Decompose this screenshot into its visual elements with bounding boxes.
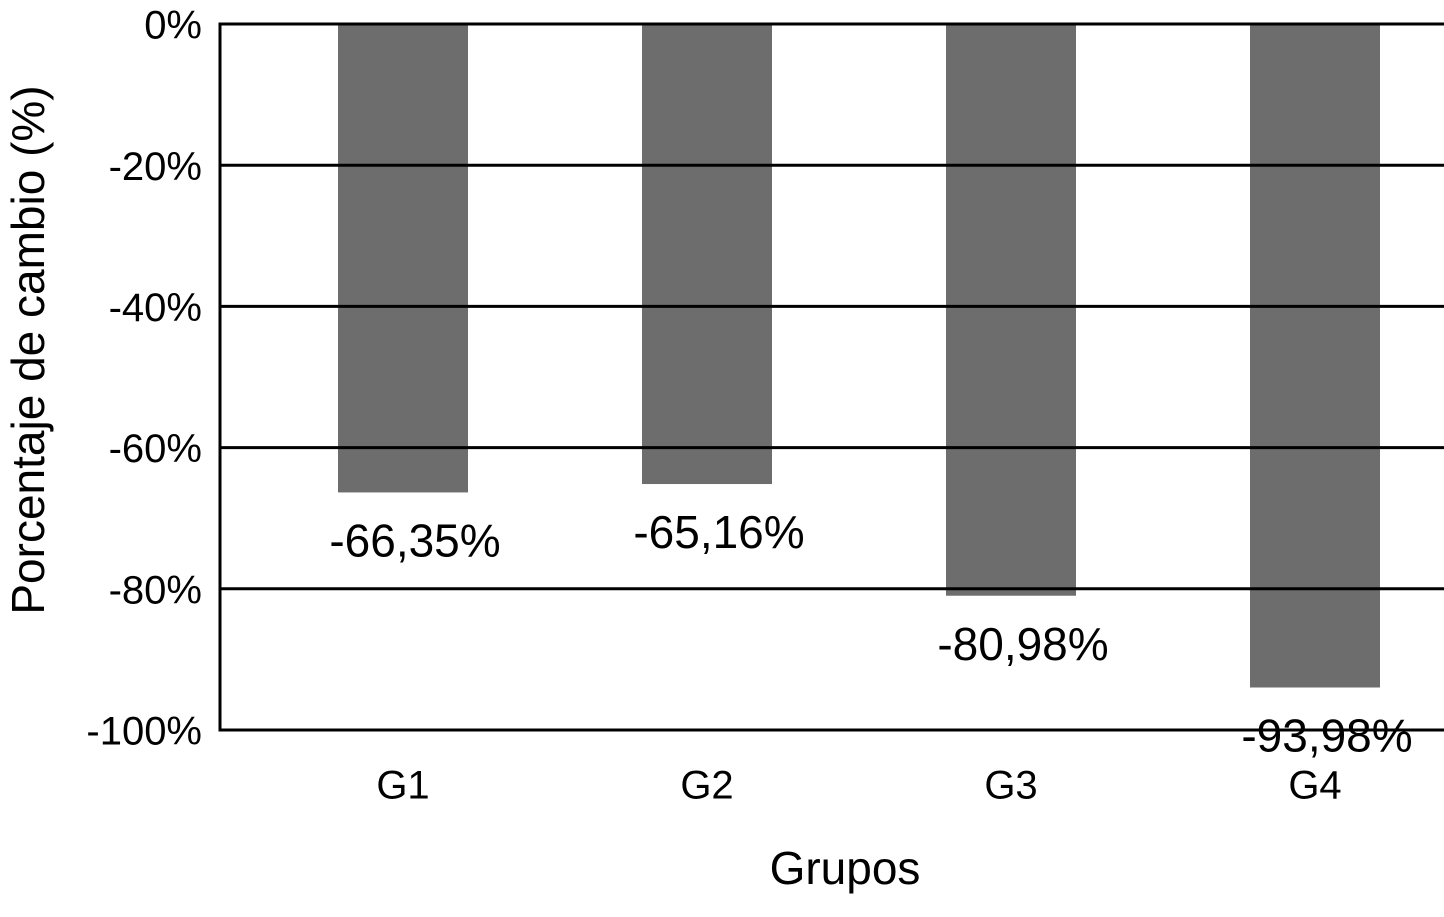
y-tick-label: -40% xyxy=(109,286,202,330)
bar xyxy=(338,24,468,493)
bar xyxy=(642,24,772,485)
bar xyxy=(946,24,1076,596)
x-tick-label: G2 xyxy=(680,764,733,808)
value-label: -65,16% xyxy=(633,506,804,558)
value-label: -93,98% xyxy=(1241,710,1412,762)
bar xyxy=(1250,24,1380,688)
y-tick-label: -60% xyxy=(109,427,202,471)
x-axis-label: Grupos xyxy=(770,842,921,894)
value-label: -80,98% xyxy=(937,618,1108,670)
x-tick-label: G1 xyxy=(376,764,429,808)
y-tick-label: 0% xyxy=(144,4,202,48)
y-tick-label: -20% xyxy=(109,145,202,189)
y-tick-label: -80% xyxy=(109,568,202,612)
y-axis-label: Porcentaje de cambio (%) xyxy=(2,85,54,614)
x-tick-label: G3 xyxy=(984,764,1037,808)
y-tick-label: -100% xyxy=(86,710,202,754)
x-tick-label: G4 xyxy=(1288,764,1341,808)
value-label: -66,35% xyxy=(329,515,500,567)
